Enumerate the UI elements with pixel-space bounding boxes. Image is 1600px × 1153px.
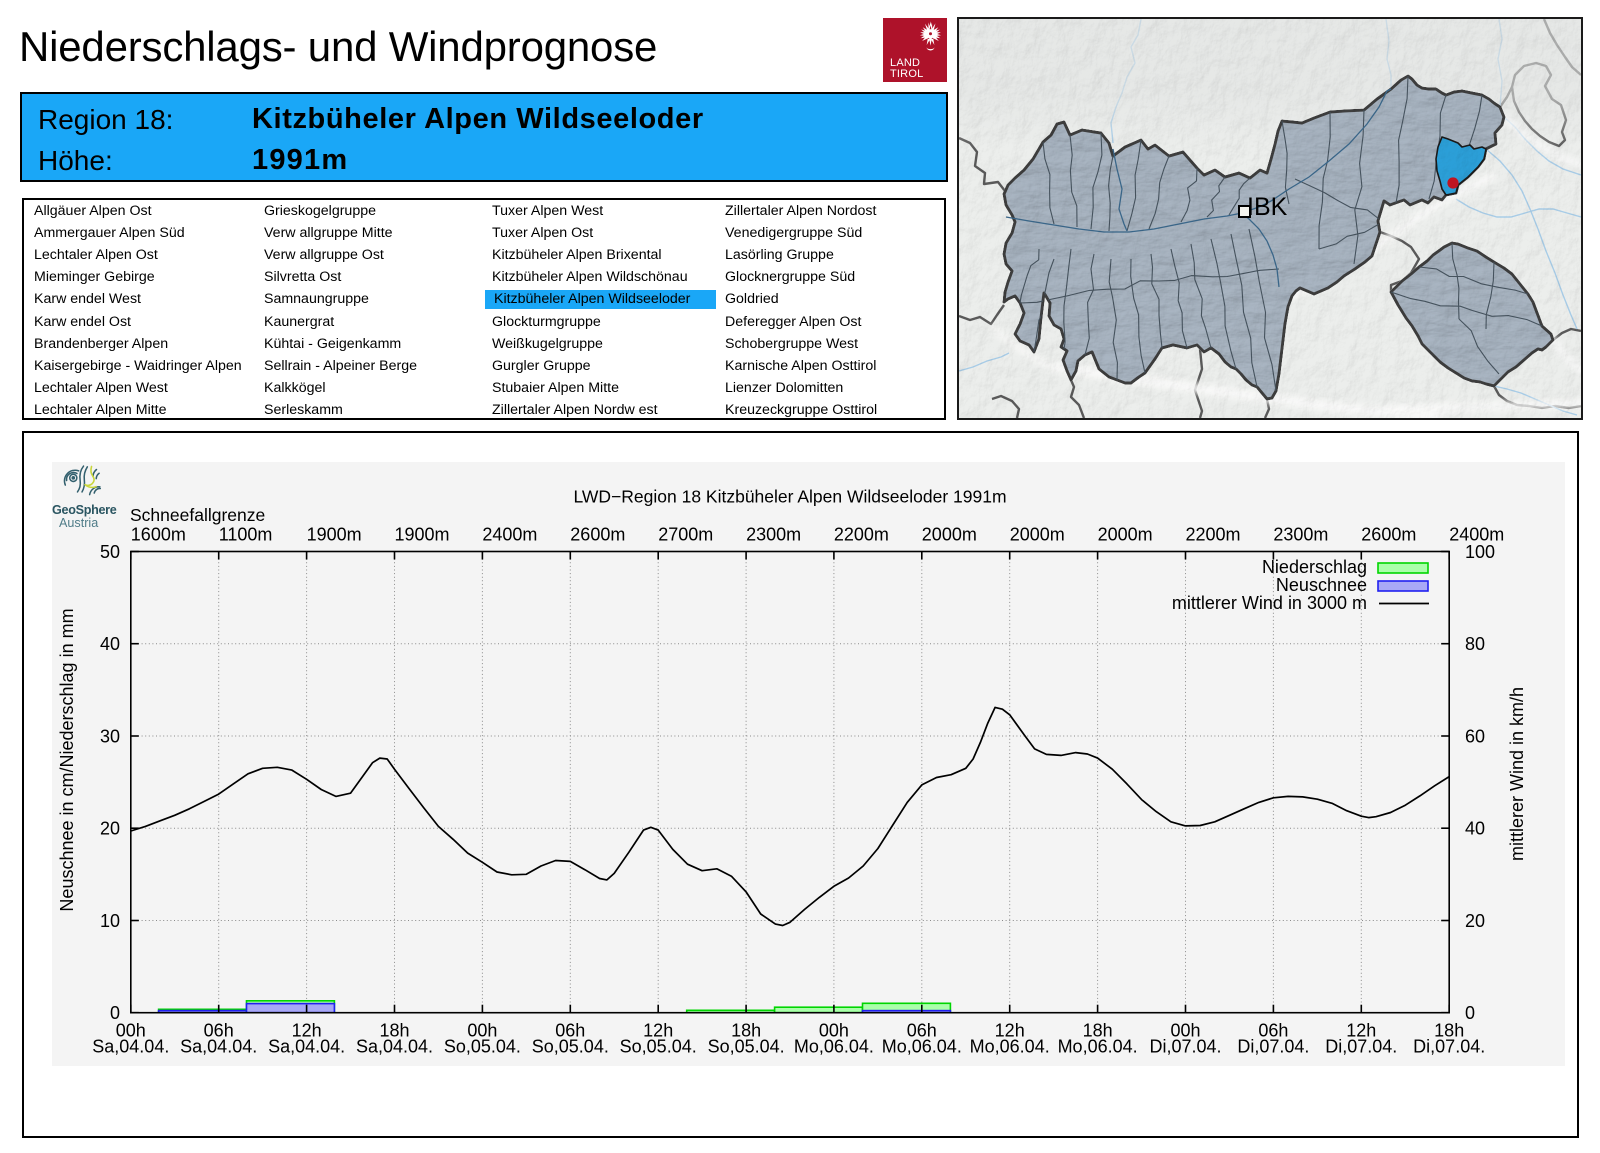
svg-text:18h: 18h bbox=[379, 1021, 409, 1041]
svg-text:06h: 06h bbox=[907, 1021, 937, 1041]
svg-text:12h: 12h bbox=[643, 1021, 673, 1041]
svg-text:mittlerer Wind in km/h: mittlerer Wind in km/h bbox=[1507, 687, 1527, 861]
svg-text:50: 50 bbox=[100, 542, 120, 562]
svg-text:Di,07.04.: Di,07.04. bbox=[1413, 1037, 1485, 1057]
svg-text:1100m: 1100m bbox=[219, 525, 273, 545]
svg-text:12h: 12h bbox=[292, 1021, 322, 1041]
svg-text:LWD−Region 18 Kitzbüheler Alpe: LWD−Region 18 Kitzbüheler Alpen Wildseel… bbox=[573, 487, 1006, 507]
svg-text:Di,07.04.: Di,07.04. bbox=[1325, 1037, 1397, 1057]
svg-text:06h: 06h bbox=[1258, 1021, 1288, 1041]
svg-text:Mo,06.04.: Mo,06.04. bbox=[882, 1037, 962, 1057]
svg-text:So,05.04.: So,05.04. bbox=[532, 1037, 609, 1057]
svg-text:2300m: 2300m bbox=[1273, 525, 1328, 545]
svg-text:mittlerer Wind in 3000 m: mittlerer Wind in 3000 m bbox=[1172, 593, 1367, 613]
svg-text:00h: 00h bbox=[1170, 1021, 1200, 1041]
svg-text:1900m: 1900m bbox=[307, 525, 362, 545]
svg-text:06h: 06h bbox=[555, 1021, 585, 1041]
svg-text:2000m: 2000m bbox=[1010, 525, 1065, 545]
svg-text:1600m: 1600m bbox=[131, 525, 186, 545]
svg-text:2300m: 2300m bbox=[746, 525, 801, 545]
svg-text:2000m: 2000m bbox=[922, 525, 977, 545]
svg-text:20: 20 bbox=[100, 819, 120, 839]
svg-text:GeoSphere: GeoSphere bbox=[52, 503, 117, 517]
svg-text:Sa,04.04.: Sa,04.04. bbox=[180, 1037, 257, 1057]
svg-text:Neuschnee in cm/Niederschlag i: Neuschnee in cm/Niederschlag in mm bbox=[57, 608, 77, 911]
svg-text:LAND: LAND bbox=[890, 57, 920, 69]
svg-text:40: 40 bbox=[1465, 819, 1485, 839]
svg-text:00h: 00h bbox=[116, 1021, 146, 1041]
svg-text:TIROL: TIROL bbox=[890, 68, 923, 80]
svg-text:10: 10 bbox=[100, 911, 120, 931]
svg-text:2400m: 2400m bbox=[1449, 525, 1504, 545]
svg-text:Sa,04.04.: Sa,04.04. bbox=[92, 1037, 169, 1057]
svg-text:IBK: IBK bbox=[1247, 193, 1288, 221]
svg-text:18h: 18h bbox=[1083, 1021, 1113, 1041]
svg-text:12h: 12h bbox=[1346, 1021, 1376, 1041]
svg-text:2200m: 2200m bbox=[834, 525, 889, 545]
svg-text:18h: 18h bbox=[731, 1021, 761, 1041]
svg-text:So,05.04.: So,05.04. bbox=[444, 1037, 521, 1057]
svg-text:Sa,04.04.: Sa,04.04. bbox=[356, 1037, 433, 1057]
svg-text:1900m: 1900m bbox=[395, 525, 450, 545]
svg-text:18h: 18h bbox=[1434, 1021, 1464, 1041]
svg-text:Di,07.04.: Di,07.04. bbox=[1237, 1037, 1309, 1057]
svg-text:2400m: 2400m bbox=[482, 525, 537, 545]
svg-text:80: 80 bbox=[1465, 634, 1485, 654]
svg-text:So,05.04.: So,05.04. bbox=[708, 1037, 785, 1057]
svg-text:Niederschlag: Niederschlag bbox=[1262, 557, 1367, 577]
svg-text:2000m: 2000m bbox=[1098, 525, 1153, 545]
svg-text:2600m: 2600m bbox=[1361, 525, 1416, 545]
svg-text:12h: 12h bbox=[995, 1021, 1025, 1041]
svg-text:2600m: 2600m bbox=[570, 525, 625, 545]
svg-text:Schneefallgrenze: Schneefallgrenze bbox=[130, 505, 265, 525]
svg-text:20: 20 bbox=[1465, 911, 1485, 931]
svg-text:So,05.04.: So,05.04. bbox=[620, 1037, 697, 1057]
svg-text:100: 100 bbox=[1465, 542, 1495, 562]
svg-text:06h: 06h bbox=[204, 1021, 234, 1041]
svg-text:Mo,06.04.: Mo,06.04. bbox=[1058, 1037, 1138, 1057]
svg-text:Di,07.04.: Di,07.04. bbox=[1149, 1037, 1221, 1057]
svg-text:Sa,04.04.: Sa,04.04. bbox=[268, 1037, 345, 1057]
svg-text:Neuschnee: Neuschnee bbox=[1276, 575, 1367, 595]
svg-text:0: 0 bbox=[110, 1003, 120, 1023]
svg-text:0: 0 bbox=[1465, 1003, 1475, 1023]
svg-text:Austria: Austria bbox=[59, 516, 98, 530]
svg-text:60: 60 bbox=[1465, 727, 1485, 747]
svg-text:2700m: 2700m bbox=[658, 525, 713, 545]
svg-text:40: 40 bbox=[100, 634, 120, 654]
svg-text:Mo,06.04.: Mo,06.04. bbox=[794, 1037, 874, 1057]
svg-text:30: 30 bbox=[100, 727, 120, 747]
svg-text:00h: 00h bbox=[467, 1021, 497, 1041]
svg-text:00h: 00h bbox=[819, 1021, 849, 1041]
svg-text:Mo,06.04.: Mo,06.04. bbox=[970, 1037, 1050, 1057]
svg-text:2200m: 2200m bbox=[1186, 525, 1241, 545]
